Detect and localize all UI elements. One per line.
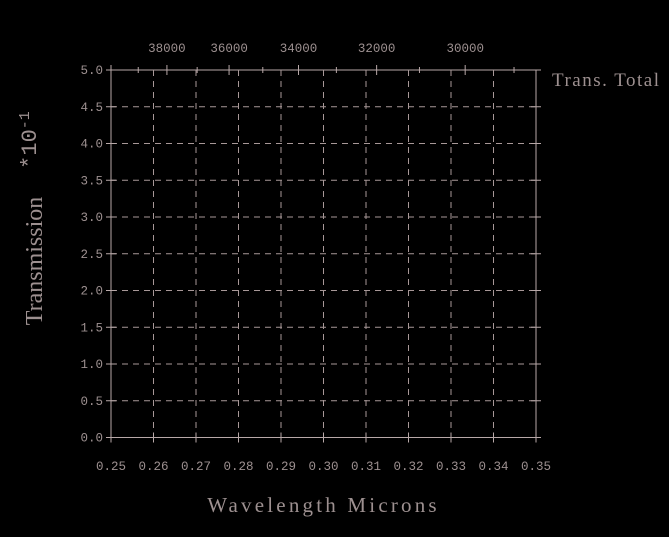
svg-text:2.5: 2.5 [80,248,103,262]
svg-text:0.33: 0.33 [436,460,466,474]
svg-text:0.32: 0.32 [393,460,423,474]
svg-text:4.5: 4.5 [80,101,103,115]
svg-text:36000: 36000 [210,42,248,56]
svg-text:3.0: 3.0 [80,211,103,225]
svg-text:5.0: 5.0 [80,64,103,78]
svg-text:0.35: 0.35 [521,460,551,474]
svg-text:Transmission: Transmission [22,197,48,325]
svg-text:0.31: 0.31 [351,460,381,474]
svg-text:0.29: 0.29 [266,460,296,474]
svg-text:0.30: 0.30 [308,460,338,474]
svg-text:Trans. Total: Trans. Total [552,70,661,91]
svg-text:0.27: 0.27 [181,460,211,474]
svg-text:1.0: 1.0 [80,358,103,372]
svg-text:0.25: 0.25 [96,460,126,474]
svg-text:3.5: 3.5 [80,174,103,188]
svg-text:0.28: 0.28 [223,460,253,474]
svg-text:0.26: 0.26 [138,460,168,474]
svg-text:0.0: 0.0 [80,432,103,446]
svg-text:38000: 38000 [148,42,186,56]
svg-text:0.34: 0.34 [478,460,508,474]
svg-text:2.0: 2.0 [80,285,103,299]
svg-text:0.5: 0.5 [80,395,103,409]
svg-text:Wavelength Microns: Wavelength Microns [207,493,440,517]
svg-text:1.5: 1.5 [80,321,103,335]
svg-text:32000: 32000 [358,42,396,56]
svg-text:4.0: 4.0 [80,138,103,152]
svg-text:34000: 34000 [280,42,318,56]
svg-text:30000: 30000 [446,42,484,56]
